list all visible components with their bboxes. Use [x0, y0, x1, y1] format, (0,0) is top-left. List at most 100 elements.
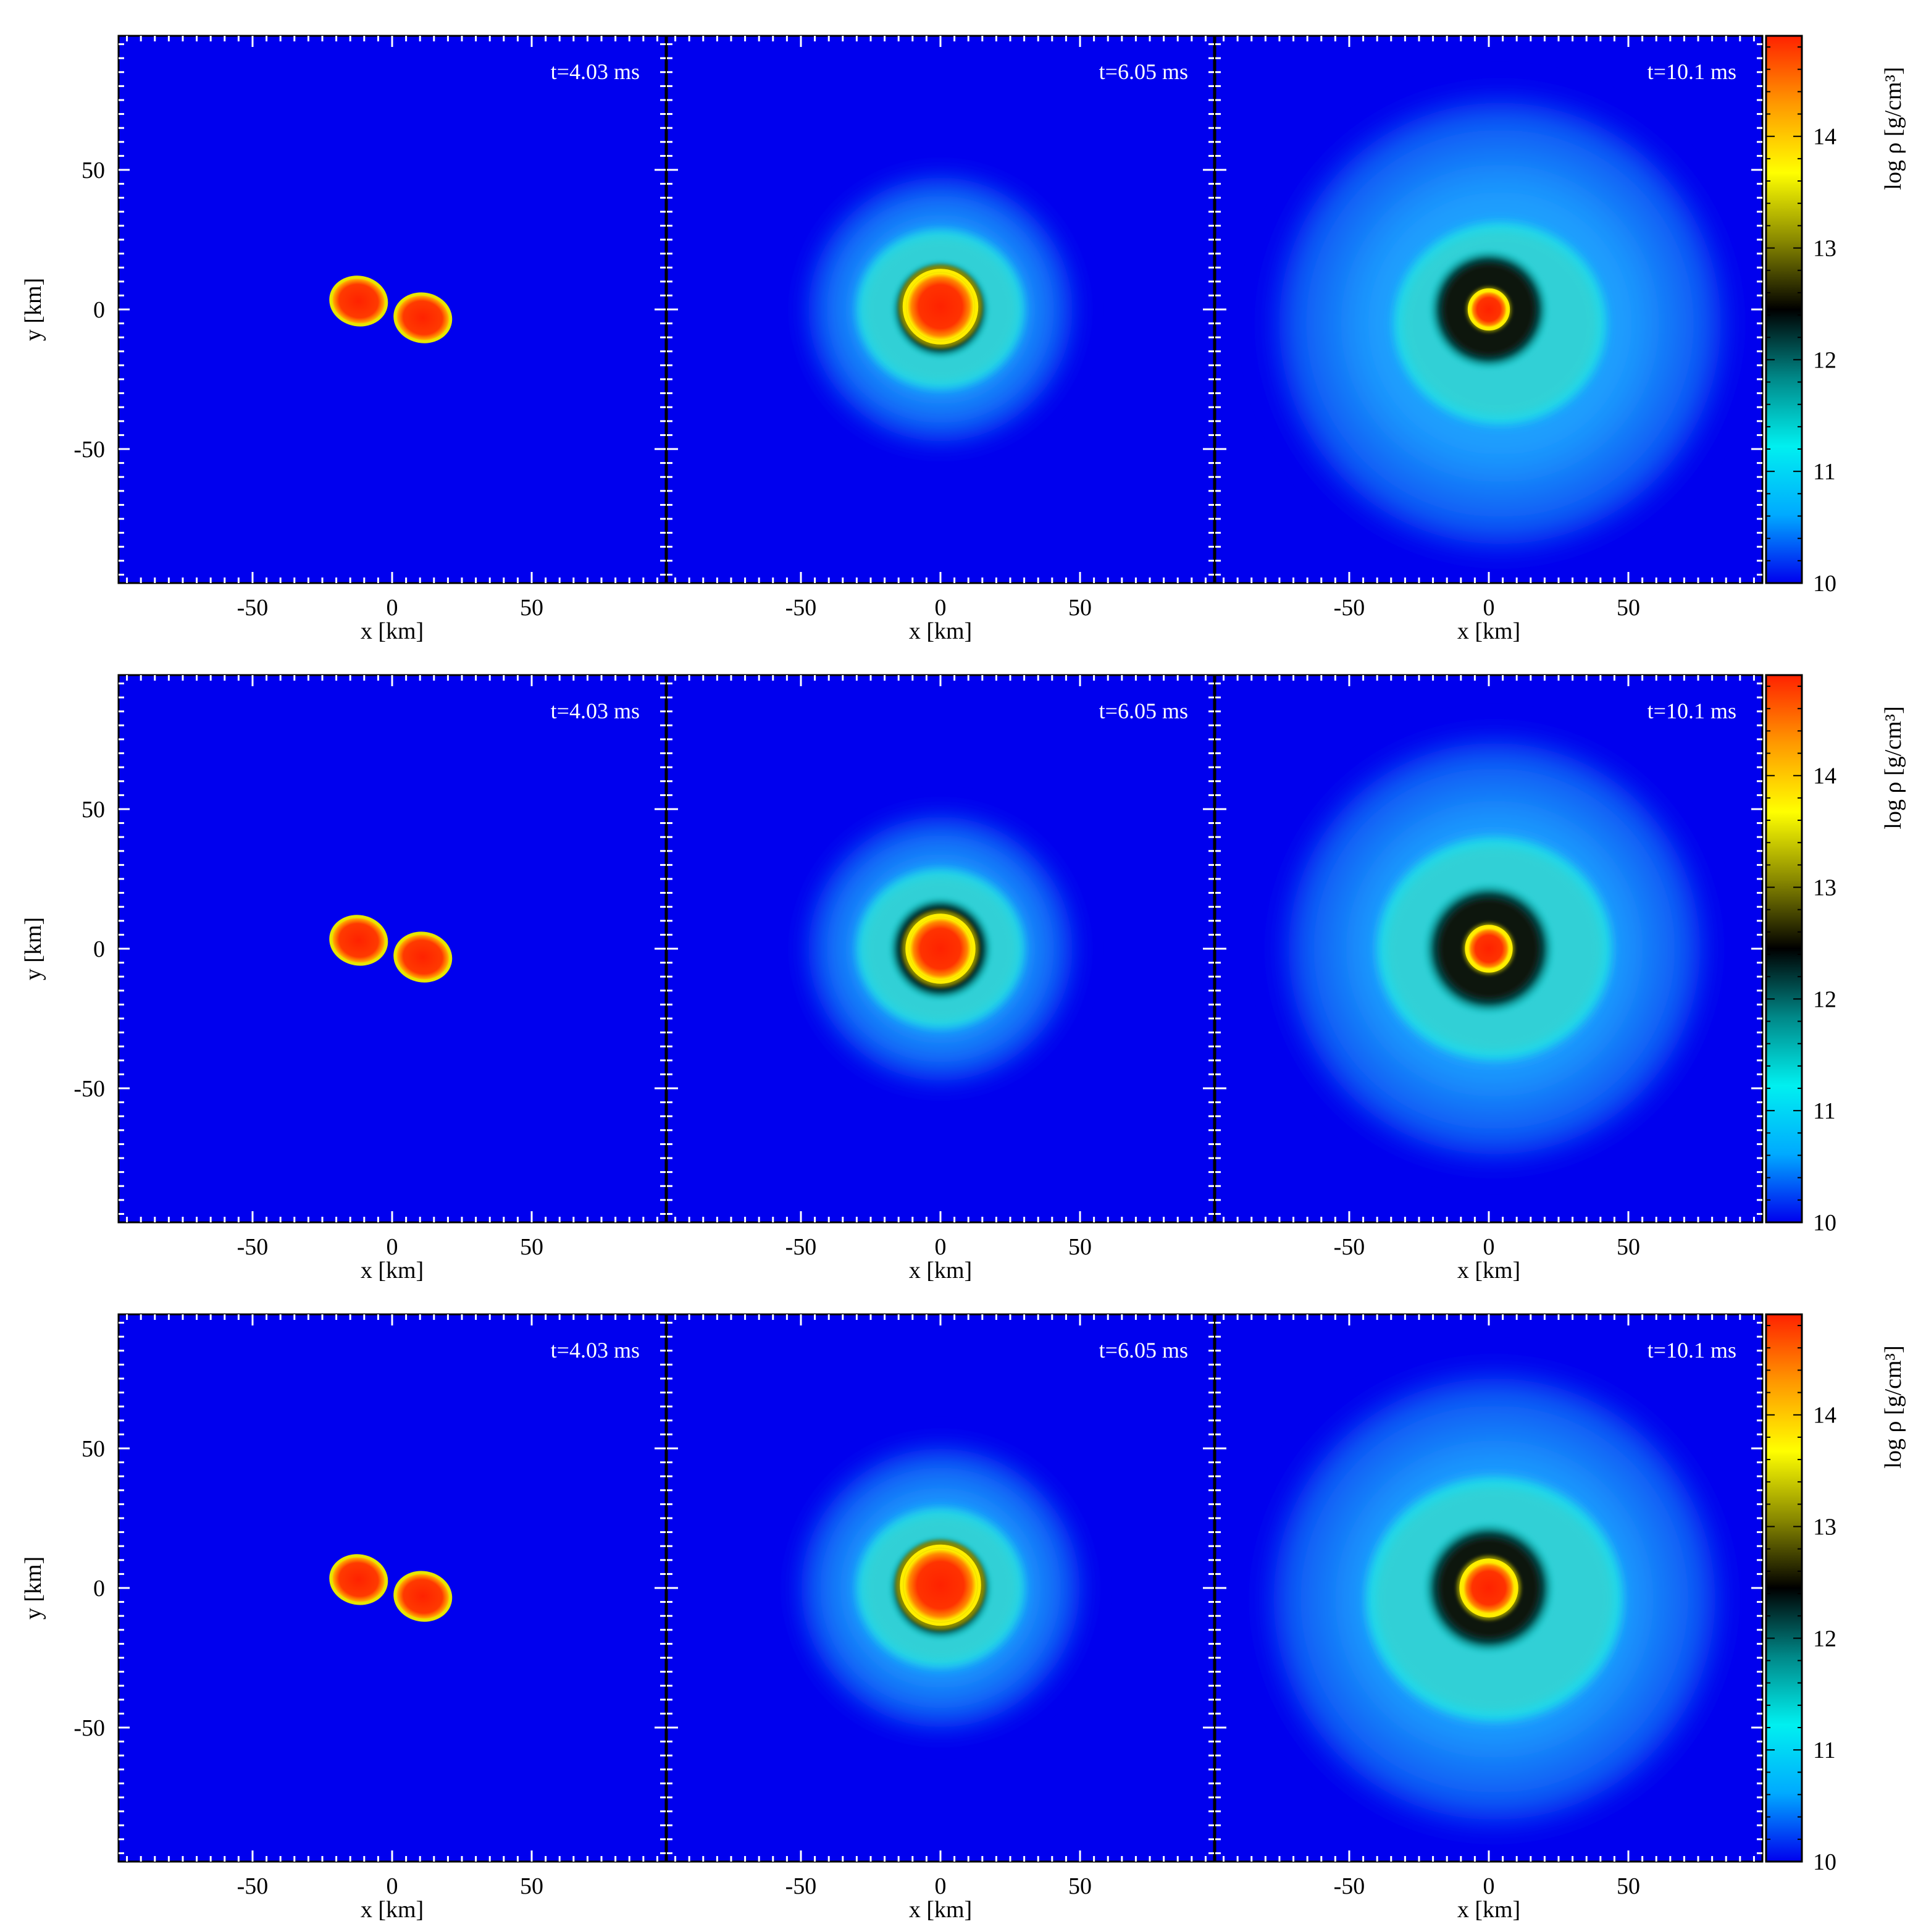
time-label: t=10.1 ms: [1648, 1338, 1736, 1363]
time-label: t=4.03 ms: [551, 59, 640, 84]
density-map: [119, 675, 666, 1222]
colorbar-tick-label: 12: [1813, 347, 1836, 373]
axis-ticks: [1215, 1314, 1762, 1862]
x-axis-title: x [km]: [361, 618, 424, 644]
colorbar-label: log ρ [g/cm³]: [1880, 1345, 1906, 1468]
y-tick-label: -50: [73, 437, 105, 463]
axis-ticks: [667, 36, 1214, 583]
x-tick-label: 0: [1483, 1234, 1495, 1260]
background-density: [119, 675, 666, 1222]
colorbar-label: log ρ [g/cm³]: [1880, 67, 1906, 190]
x-tick-label: 50: [1617, 1873, 1640, 1899]
colorbar-label: log ρ [g/cm³]: [1880, 706, 1906, 829]
x-axis-title: x [km]: [1457, 1897, 1520, 1923]
background-density: [119, 1314, 666, 1862]
x-tick-label: 0: [387, 1873, 398, 1899]
panel-r3-c3: t=10.1 ms -50 0 50 x [km]: [1214, 1313, 1764, 1923]
x-axis-title: x [km]: [909, 1897, 972, 1923]
y-axis-title: y [km]: [20, 917, 46, 980]
x-tick-label: -50: [785, 595, 817, 621]
remnant-core: [1467, 288, 1510, 331]
remnant-core: [902, 269, 979, 345]
colorbar-row-3: 10 11 12 13 14 log ρ [g/cm³]: [1765, 1313, 1906, 1875]
axis-ticks: [667, 675, 1214, 1222]
panel-r1-c3: t=10.1 ms -50 0 50 x [km]: [1214, 35, 1764, 644]
colorbar-tick-label: 14: [1813, 763, 1836, 789]
time-label: t=10.1 ms: [1648, 59, 1736, 84]
x-tick-label: 0: [1483, 1873, 1495, 1899]
density-map: [119, 1314, 666, 1862]
remnant-core: [1465, 925, 1513, 973]
colorbar-tick-label: 12: [1813, 986, 1836, 1012]
x-tick-label: -50: [237, 1234, 269, 1260]
colorbar-tick-label: 10: [1813, 571, 1836, 597]
y-tick-label: 0: [93, 1576, 105, 1602]
colorbar: [1765, 35, 1803, 584]
x-tick-label: -50: [785, 1234, 817, 1260]
x-tick-label: -50: [237, 595, 269, 621]
colorbar-tick-label: 13: [1813, 1514, 1836, 1540]
x-axis-title: x [km]: [361, 1897, 424, 1923]
colorbar-group: 10 11 12 13 14 log ρ [g/cm³] 10 11 12 13 14 log ρ […: [1765, 35, 1906, 1875]
density-map: [667, 675, 1214, 1222]
x-axis-title: x [km]: [1457, 618, 1520, 644]
colorbar-tick-label: 11: [1813, 459, 1836, 485]
density-map: [119, 36, 666, 583]
x-tick-label: 50: [1068, 595, 1092, 621]
remnant-core: [1459, 1558, 1518, 1618]
remnant-core: [905, 914, 976, 984]
neutron-star-2: [393, 1571, 453, 1622]
colorbar-row-2: 10 11 12 13 14 log ρ [g/cm³]: [1765, 674, 1906, 1236]
colorbar-tick-label: 14: [1813, 124, 1836, 150]
panel-r2-c1: t=4.03 ms -50 0 50 x [km] -50 0 50 y [km]: [20, 674, 667, 1283]
density-map: [1215, 675, 1762, 1222]
panel-grid: t=4.03 ms -50 0 50 x [km] -50 0 50 y [km] t=6.05 …: [20, 35, 1764, 1923]
y-axis-title: y [km]: [20, 278, 46, 341]
colorbar-tick-label: 12: [1813, 1626, 1836, 1652]
y-tick-label: 50: [82, 158, 105, 183]
colorbar-tick-label: 13: [1813, 875, 1836, 901]
x-tick-label: 0: [935, 1234, 947, 1260]
x-tick-label: 50: [520, 595, 543, 621]
density-map: [667, 36, 1214, 583]
x-tick-label: 0: [935, 595, 947, 621]
y-tick-label: -50: [73, 1076, 105, 1102]
neutron-star-1: [329, 1554, 388, 1605]
x-tick-label: 0: [387, 1234, 398, 1260]
axis-ticks: [1215, 36, 1762, 583]
x-tick-label: -50: [1334, 1234, 1365, 1260]
time-label: t=6.05 ms: [1099, 1338, 1188, 1363]
time-label: t=6.05 ms: [1099, 699, 1188, 723]
x-tick-label: 50: [1617, 595, 1640, 621]
density-map: [1215, 36, 1762, 583]
colorbar-row-1: 10 11 12 13 14 log ρ [g/cm³]: [1765, 35, 1906, 597]
axis-ticks: [1215, 675, 1762, 1222]
colorbar: [1765, 1313, 1803, 1863]
x-tick-label: 50: [520, 1234, 543, 1260]
colorbar-tick-label: 10: [1813, 1849, 1836, 1875]
panel-r3-c2: t=6.05 ms -50 0 50 x [km]: [666, 1313, 1215, 1923]
x-tick-label: 0: [1483, 595, 1495, 621]
x-tick-label: 50: [1068, 1873, 1092, 1899]
x-axis-title: x [km]: [361, 1258, 424, 1283]
colorbar-tick-label: 10: [1813, 1210, 1836, 1236]
time-label: t=10.1 ms: [1648, 699, 1736, 723]
y-tick-label: 0: [93, 936, 105, 962]
background-density: [119, 36, 666, 583]
panel-r2-c3: t=10.1 ms -50 0 50 x [km]: [1214, 674, 1764, 1283]
time-label: t=6.05 ms: [1099, 59, 1188, 84]
neutron-star-2: [393, 292, 453, 343]
time-label: t=4.03 ms: [551, 699, 640, 723]
colorbar: [1765, 674, 1803, 1224]
x-axis-title: x [km]: [1457, 1258, 1520, 1283]
neutron-star-2: [393, 931, 453, 983]
axis-ticks: [119, 36, 666, 583]
x-tick-label: 0: [935, 1873, 947, 1899]
neutron-star-1: [329, 915, 388, 966]
time-label: t=4.03 ms: [551, 1338, 640, 1363]
x-tick-label: 50: [1617, 1234, 1640, 1260]
y-tick-label: 0: [93, 297, 105, 323]
remnant-core: [900, 1544, 981, 1626]
colorbar-tick-label: 11: [1813, 1737, 1836, 1763]
x-tick-label: 0: [387, 595, 398, 621]
